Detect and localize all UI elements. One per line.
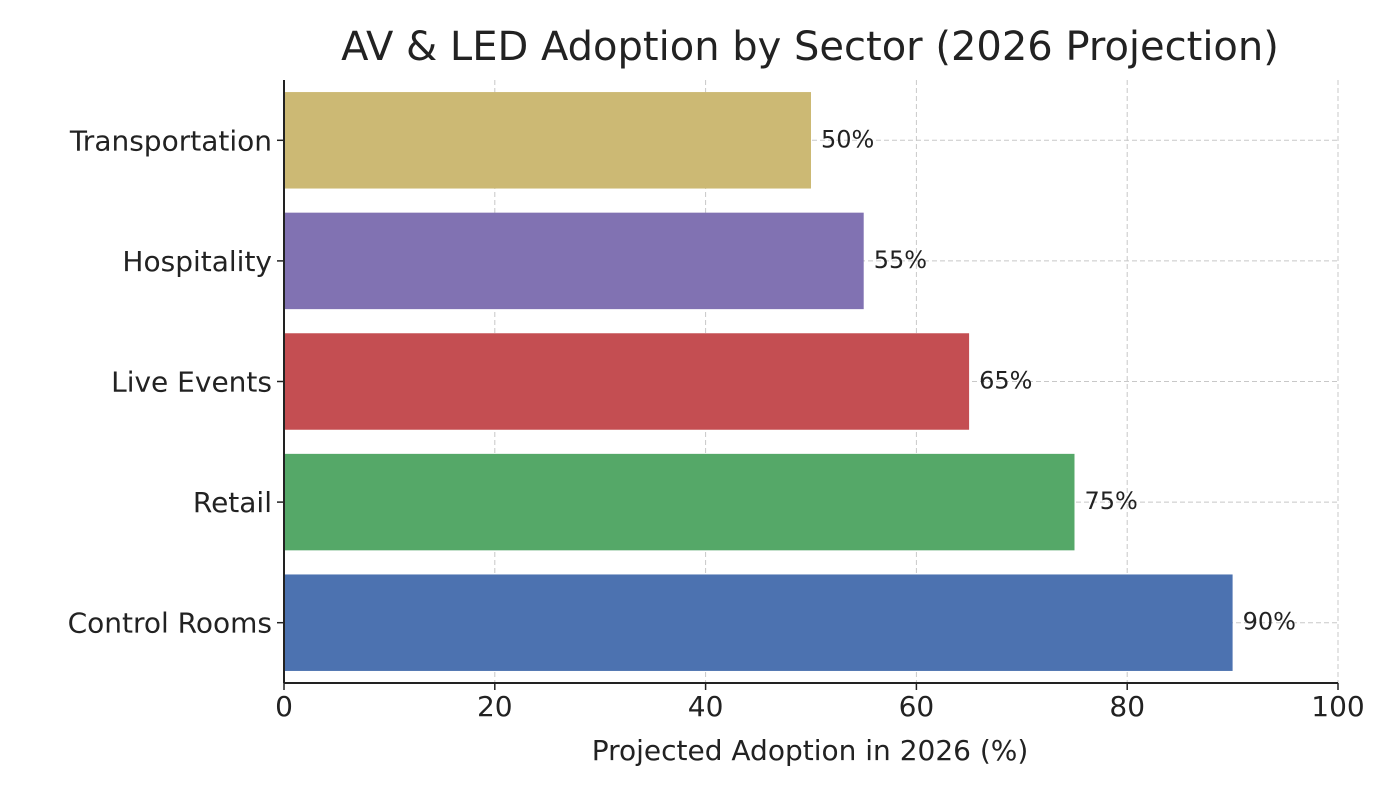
bar: [284, 453, 1075, 551]
data-label: 65%: [979, 367, 1032, 395]
bar: [284, 212, 864, 310]
x-tick-label: 40: [688, 690, 724, 723]
x-tick-label: 100: [1311, 690, 1364, 723]
y-tick-label: Retail: [193, 486, 272, 519]
x-tick-label: 20: [477, 690, 513, 723]
data-label: 50%: [821, 125, 874, 153]
bar: [284, 92, 811, 189]
y-tick-label: Control Rooms: [68, 607, 272, 640]
y-tick-label: Hospitality: [122, 245, 272, 278]
data-label: 90%: [1243, 608, 1296, 636]
bar: [284, 574, 1233, 671]
data-label: 75%: [1085, 487, 1138, 515]
x-tick-label: 80: [1109, 690, 1145, 723]
bar: [284, 333, 970, 430]
x-axis-label: Projected Adoption in 2026 (%): [592, 734, 1029, 767]
x-tick-label: 60: [899, 690, 935, 723]
y-tick-label: Transportation: [69, 124, 272, 157]
y-tick-label: Live Events: [111, 366, 272, 399]
x-tick-label: 0: [275, 690, 293, 723]
chart-title: AV & LED Adoption by Sector (2026 Projec…: [341, 24, 1279, 70]
data-label: 55%: [874, 246, 927, 274]
